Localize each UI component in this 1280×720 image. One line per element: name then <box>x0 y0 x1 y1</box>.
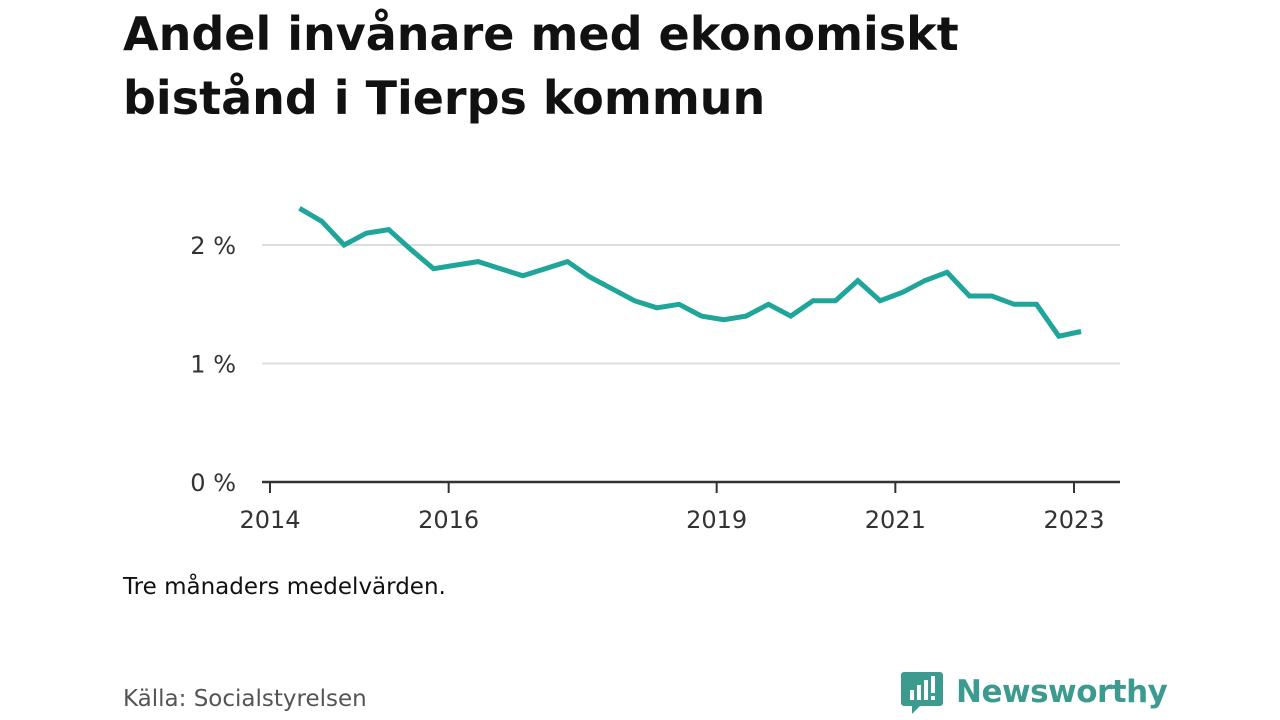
source-label: Källa: Socialstyrelsen <box>123 686 367 712</box>
chart-title: Andel invånare med ekonomiskt bistånd i … <box>123 7 959 125</box>
x-tick-label: 2014 <box>239 506 300 534</box>
x-tick-label: 2016 <box>418 506 479 534</box>
x-tick-label: 2021 <box>865 506 926 534</box>
newsworthy-logo-icon <box>901 672 943 714</box>
y-tick-label: 1 % <box>190 351 236 379</box>
series-line-0 <box>298 206 1082 339</box>
y-tick-label: 0 % <box>190 469 236 497</box>
line-chart: 0 % 1 % 2 % 2014 2016 2019 2021 2023 <box>190 206 1120 534</box>
newsworthy-brand: Newsworthy <box>900 668 1168 716</box>
x-tick-label: 2023 <box>1043 506 1104 534</box>
chart-note: Tre månaders medelvärden. <box>123 574 446 600</box>
brand-name: Newsworthy <box>956 674 1168 710</box>
x-tick-label: 2019 <box>686 506 747 534</box>
y-tick-label: 2 % <box>190 232 236 260</box>
